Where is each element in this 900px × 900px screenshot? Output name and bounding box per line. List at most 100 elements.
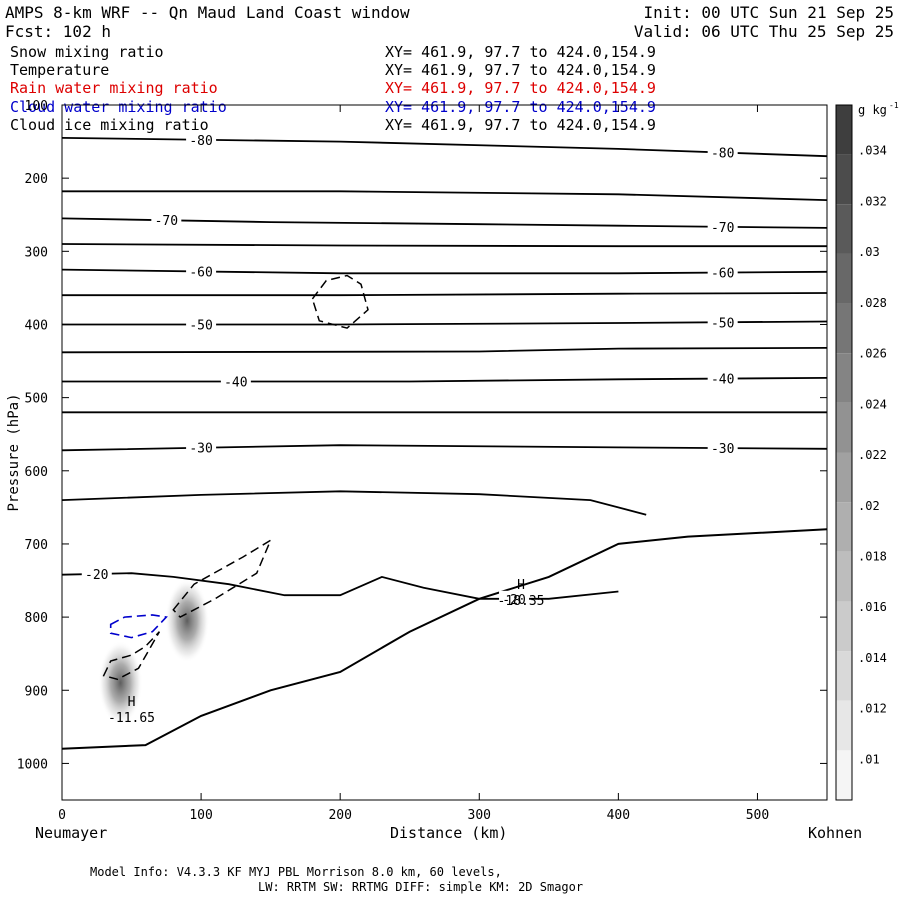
isotherm-label: -60 bbox=[189, 265, 212, 280]
colorbar-segment bbox=[836, 700, 852, 751]
contour-layer: -80-80-70 -70-60 -60-50 -50-40 -40-30 -30-20-… bbox=[61, 131, 828, 750]
x-start-label: Neumayer bbox=[35, 824, 108, 842]
x-axis-title: Distance (km) bbox=[390, 824, 508, 842]
field-xy-cloud-water: XY= 461.9, 97.7 to 424.0,154.9 bbox=[385, 98, 656, 116]
y-tick-label: 200 bbox=[25, 172, 48, 187]
x-end-label: Kohnen bbox=[808, 824, 863, 842]
isotherm-label-bg bbox=[707, 314, 738, 330]
field-name-snow: Snow mixing ratio bbox=[10, 43, 164, 61]
isotherm-label-bg bbox=[151, 212, 182, 228]
colorbar-segment bbox=[836, 502, 852, 552]
colorbar: .01 .012 .014 .016 .018 .02 .022 .024 .026 .028 .0… bbox=[835, 101, 899, 801]
colorbar-tick-label: .032 bbox=[858, 194, 887, 208]
isotherm-label-bg bbox=[186, 131, 217, 147]
high-value-0: -18.35 bbox=[498, 594, 545, 609]
x-tick-label: 400 bbox=[607, 808, 630, 823]
y-tick-label: 900 bbox=[25, 684, 48, 699]
colorbar-segment bbox=[836, 253, 852, 304]
isotherm-label-bg bbox=[707, 144, 738, 160]
colorbar-segment bbox=[836, 651, 852, 701]
cloud-ice-contour-1 bbox=[172, 538, 273, 619]
colorbar-tick-label: .026 bbox=[858, 347, 887, 361]
colorbar-unit-exponent: -1 bbox=[889, 101, 899, 110]
isotherm-label-bg bbox=[499, 590, 530, 606]
terrain-line bbox=[61, 528, 828, 750]
isotherm-label-bg bbox=[186, 316, 217, 332]
high-value-1: -11.65 bbox=[108, 711, 155, 726]
y-tick-label: 500 bbox=[25, 392, 48, 407]
x-tick-label: 200 bbox=[328, 808, 351, 823]
isotherm-label: -80 bbox=[189, 134, 212, 149]
isotherm-label: -60 bbox=[711, 267, 734, 282]
isotherm-label: -20 bbox=[85, 568, 108, 583]
x-tick-label: 100 bbox=[189, 808, 212, 823]
cloud-water-contour-0 bbox=[109, 614, 168, 639]
isotherm-label-bg bbox=[186, 439, 217, 455]
colorbar-segment bbox=[836, 204, 852, 254]
y-tick-label: 600 bbox=[25, 465, 48, 480]
isotherm-label-bg bbox=[707, 264, 738, 280]
colorbar-tick-label: .01 bbox=[858, 752, 880, 766]
model-info-line1: Model Info: V4.3.3 KF MYJ PBL Morrison 8… bbox=[90, 865, 502, 879]
y-tick-label: 100 bbox=[25, 99, 48, 114]
x-tick-label: 0 bbox=[58, 808, 66, 823]
y-tick-label: 1000 bbox=[17, 757, 48, 772]
colorbar-segment bbox=[836, 154, 852, 205]
x-tick-label: 300 bbox=[468, 808, 491, 823]
isotherm-label: -20 bbox=[502, 593, 525, 608]
high-marker-1: H bbox=[128, 695, 136, 710]
x-tick-label: 500 bbox=[746, 808, 769, 823]
isotherm-label: -70 bbox=[155, 214, 178, 229]
colorbar-frame bbox=[835, 104, 853, 801]
y-tick-label: 700 bbox=[25, 538, 48, 553]
isotherm-label: -30 bbox=[711, 442, 734, 457]
field-name-cloud-ice: Cloud ice mixing ratio bbox=[10, 116, 209, 134]
isotherm-label-bg bbox=[81, 565, 112, 581]
field-xy-snow: XY= 461.9, 97.7 to 424.0,154.9 bbox=[385, 43, 656, 61]
isotherm-m55 bbox=[62, 292, 828, 297]
field-xy-cloud-ice: XY= 461.9, 97.7 to 424.0,154.9 bbox=[385, 116, 656, 134]
field-xy-rain: XY= 461.9, 97.7 to 424.0,154.9 bbox=[385, 79, 656, 97]
isotherm-m25 bbox=[61, 490, 647, 516]
colorbar-tick-label: .022 bbox=[858, 448, 887, 462]
high-marker-0: H bbox=[517, 578, 525, 593]
isotherm-label: -40 bbox=[224, 376, 247, 391]
colorbar-tick-label: .03 bbox=[858, 245, 880, 259]
field-xy-temperature: XY= 461.9, 97.7 to 424.0,154.9 bbox=[385, 61, 656, 79]
colorbar-segment bbox=[836, 303, 852, 354]
colorbar-segment bbox=[836, 452, 852, 503]
isotherm-label: -80 bbox=[711, 147, 734, 162]
colorbar-tick-label: .024 bbox=[858, 397, 887, 411]
colorbar-tick-label: .016 bbox=[858, 600, 887, 614]
isotherm-label-bg bbox=[707, 370, 738, 386]
y-axis-title: Pressure (hPa) bbox=[6, 393, 22, 511]
isotherm-m65 bbox=[61, 243, 827, 248]
axes-layer: 100 200 300 400 500 600 700 800 900 1000 0 100 200 30… bbox=[6, 99, 828, 823]
colorbar-segment bbox=[836, 353, 852, 403]
snow-shading-layer bbox=[98, 578, 210, 725]
field-name-rain: Rain water mixing ratio bbox=[10, 79, 218, 97]
colorbar-segment bbox=[836, 750, 852, 800]
colorbar-tick-label: .012 bbox=[858, 702, 887, 716]
isotherm-m70 bbox=[61, 217, 828, 229]
isotherm-m45 bbox=[61, 347, 828, 354]
isotherm-label-bg bbox=[707, 218, 738, 234]
colorbar-tick-label: .014 bbox=[858, 651, 887, 665]
y-tick-label: 400 bbox=[25, 318, 48, 333]
colorbar-segment bbox=[836, 601, 852, 652]
chart-title: AMPS 8-km WRF -- Qn Maud Land Coast wind… bbox=[5, 3, 410, 22]
isotherm-m75 bbox=[62, 190, 828, 201]
plot-frame bbox=[61, 104, 828, 801]
colorbar-tick-label: .028 bbox=[858, 296, 887, 310]
colorbar-unit: g kg bbox=[858, 103, 887, 117]
colorbar-segment bbox=[836, 105, 852, 155]
forecast-hour: Fcst: 102 h bbox=[5, 22, 111, 41]
colorbar-tick-label: .034 bbox=[858, 144, 887, 158]
isotherm-label: -70 bbox=[711, 221, 734, 236]
colorbar-segment bbox=[836, 551, 852, 602]
isotherm-label: -50 bbox=[711, 316, 734, 331]
y-tick-label: 300 bbox=[25, 245, 48, 260]
isotherm-label: -50 bbox=[189, 318, 212, 333]
